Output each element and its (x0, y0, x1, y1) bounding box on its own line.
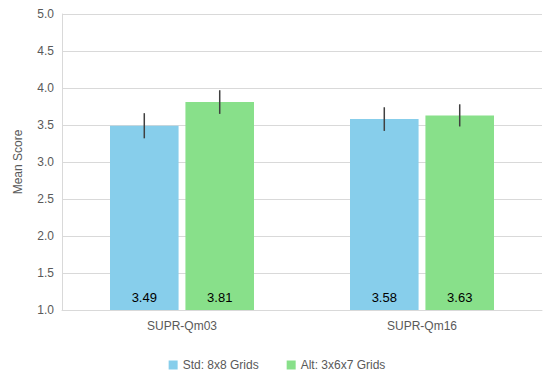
svg-text:4.0: 4.0 (37, 81, 54, 95)
svg-text:3.5: 3.5 (37, 118, 54, 132)
svg-text:SUPR-Qm16: SUPR-Qm16 (387, 319, 457, 333)
svg-text:2.5: 2.5 (37, 192, 54, 206)
svg-text:SUPR-Qm03: SUPR-Qm03 (147, 319, 217, 333)
svg-text:3.81: 3.81 (207, 290, 232, 305)
svg-text:Mean Score: Mean Score (11, 129, 25, 194)
svg-text:3.49: 3.49 (132, 290, 157, 305)
svg-text:2.0: 2.0 (37, 229, 54, 243)
svg-text:1.0: 1.0 (37, 303, 54, 317)
svg-text:5.0: 5.0 (37, 7, 54, 21)
svg-text:Alt: 3x6x7 Grids: Alt: 3x6x7 Grids (301, 358, 386, 372)
svg-text:Std: 8x8 Grids: Std: 8x8 Grids (183, 358, 259, 372)
svg-text:4.5: 4.5 (37, 44, 54, 58)
svg-text:3.63: 3.63 (447, 290, 472, 305)
svg-text:1.5: 1.5 (37, 266, 54, 280)
svg-text:3.58: 3.58 (372, 290, 397, 305)
svg-text:3.0: 3.0 (37, 155, 54, 169)
